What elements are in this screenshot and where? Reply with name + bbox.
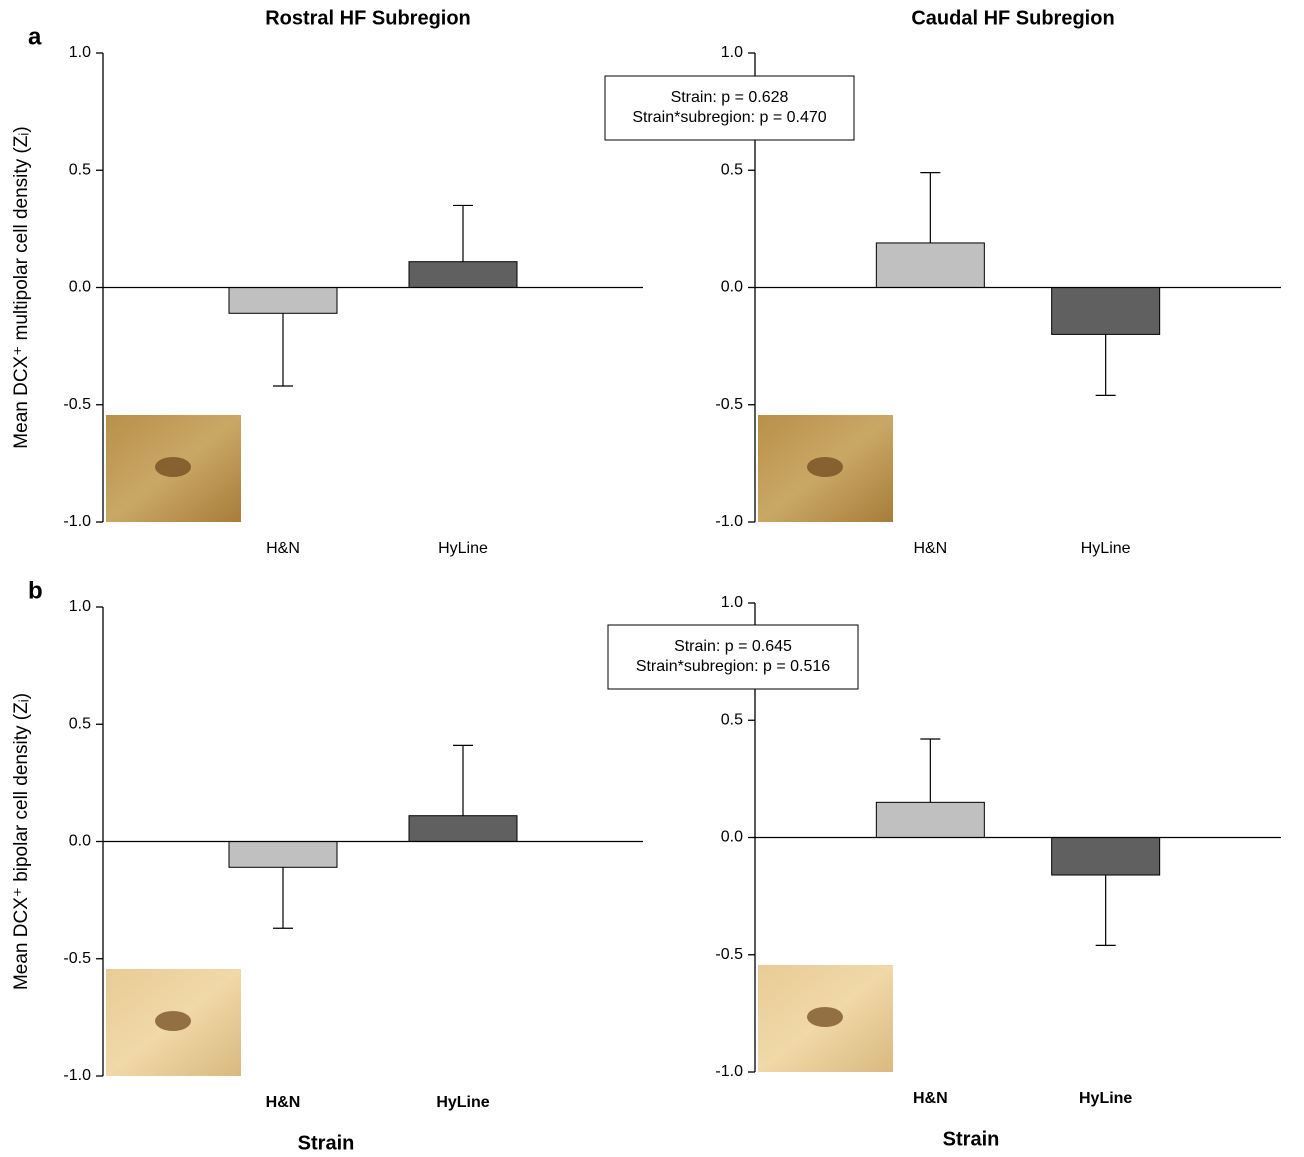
y-axis-label: Mean DCX⁺ bipolar cell density (Zᵢ) xyxy=(11,693,32,990)
annotation: Strain*subregion: p = 0.470 xyxy=(632,109,826,126)
y-axis-label: Mean DCX⁺ multipolar cell density (Zᵢ) xyxy=(11,126,32,448)
y-tick-label: 1.0 xyxy=(69,44,91,61)
panel-label: b xyxy=(28,577,43,604)
chart-title: Caudal HF Subregion xyxy=(911,7,1114,29)
x-tick-label: HyLine xyxy=(1079,1090,1132,1107)
x-tick-label: HyLine xyxy=(438,540,488,557)
y-tick-label: 1.0 xyxy=(721,44,743,61)
x-tick-label: H&N xyxy=(266,1094,301,1111)
annotation: Strain*subregion: p = 0.516 xyxy=(636,658,830,675)
x-tick-label: HyLine xyxy=(436,1094,489,1111)
x-tick-label: HyLine xyxy=(1081,540,1131,557)
annotation-box xyxy=(604,75,855,141)
y-tick-label: 0.5 xyxy=(721,711,743,728)
inset-cell xyxy=(807,1007,843,1027)
annotation: Strain: p = 0.645 xyxy=(674,638,792,655)
y-tick-label: 1.0 xyxy=(69,598,91,615)
y-tick-label: 0.5 xyxy=(69,161,91,178)
y-tick-label: -0.5 xyxy=(715,946,743,963)
y-tick-label: 1.0 xyxy=(721,594,743,611)
bar xyxy=(228,841,338,868)
bar xyxy=(408,815,518,843)
y-tick-label: -1.0 xyxy=(63,513,91,530)
bar xyxy=(1051,837,1161,876)
inset-cell xyxy=(155,1011,191,1031)
inset-cell xyxy=(155,457,191,477)
y-tick-label: -1.0 xyxy=(715,513,743,530)
annotation: Strain: p = 0.628 xyxy=(671,89,789,106)
chart-title: Rostral HF Subregion xyxy=(265,7,471,29)
x-axis-label: Strain xyxy=(943,1128,1000,1150)
x-tick-label: H&N xyxy=(913,540,947,557)
y-tick-label: -0.5 xyxy=(715,396,743,413)
bar xyxy=(1051,287,1161,335)
panel-label: a xyxy=(28,23,42,50)
bar xyxy=(408,261,518,288)
y-tick-label: 0.0 xyxy=(721,829,743,846)
bar xyxy=(875,242,985,289)
y-tick-label: 0.0 xyxy=(69,833,91,850)
y-tick-label: -0.5 xyxy=(63,396,91,413)
y-tick-label: 0.5 xyxy=(69,715,91,732)
y-tick-label: -1.0 xyxy=(63,1067,91,1084)
annotation-box xyxy=(607,624,859,690)
y-tick-label: 0.0 xyxy=(721,279,743,296)
y-tick-label: 0.0 xyxy=(69,279,91,296)
y-tick-label: 0.5 xyxy=(721,161,743,178)
x-tick-label: H&N xyxy=(913,1090,948,1107)
y-tick-label: -0.5 xyxy=(63,950,91,967)
bar xyxy=(875,801,985,839)
inset-cell xyxy=(807,457,843,477)
bar xyxy=(228,287,338,314)
x-tick-label: H&N xyxy=(266,540,300,557)
x-axis-label: Strain xyxy=(298,1132,355,1154)
y-tick-label: -1.0 xyxy=(715,1063,743,1080)
